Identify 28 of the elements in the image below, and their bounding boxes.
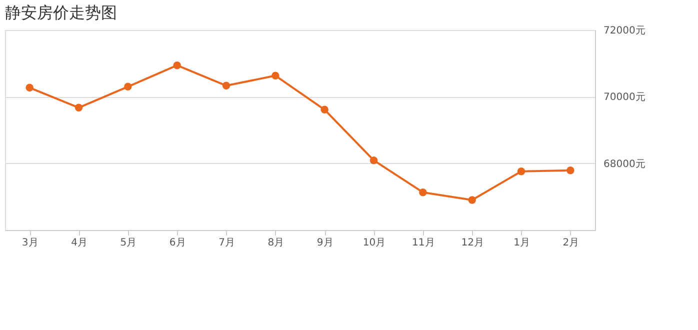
point <box>272 72 280 80</box>
point <box>468 196 476 204</box>
x-tick-label: 1月 <box>514 238 530 248</box>
point <box>419 188 427 196</box>
point <box>124 82 132 91</box>
x-tick-label: 3月 <box>22 238 38 248</box>
y-tick-label: 68000元 <box>604 158 646 170</box>
x-tick-label: 6月 <box>169 238 186 248</box>
point <box>320 106 328 114</box>
x-tick-label: 8月 <box>268 238 284 248</box>
chart-title: 静安房价走势图 <box>5 3 117 22</box>
point <box>26 84 34 92</box>
x-tick-label: 2月 <box>562 238 580 248</box>
y-tick-label: 70000元 <box>604 92 646 104</box>
y-tick-label: 72000元 <box>604 26 646 36</box>
x-tick-label: 5月 <box>120 238 137 248</box>
point <box>370 156 378 164</box>
x-tick-label: 9月 <box>316 238 334 248</box>
x-tick-label: 7月 <box>218 238 235 248</box>
point <box>517 167 526 176</box>
x-tick-label: 11月 <box>412 238 435 248</box>
x-tick-label: 12月 <box>461 238 484 248</box>
point <box>74 104 83 112</box>
point <box>173 61 181 70</box>
x-tick-label: 10月 <box>362 238 386 248</box>
point <box>222 82 230 90</box>
point <box>566 166 574 174</box>
x-tick-label: 4月 <box>71 238 88 248</box>
